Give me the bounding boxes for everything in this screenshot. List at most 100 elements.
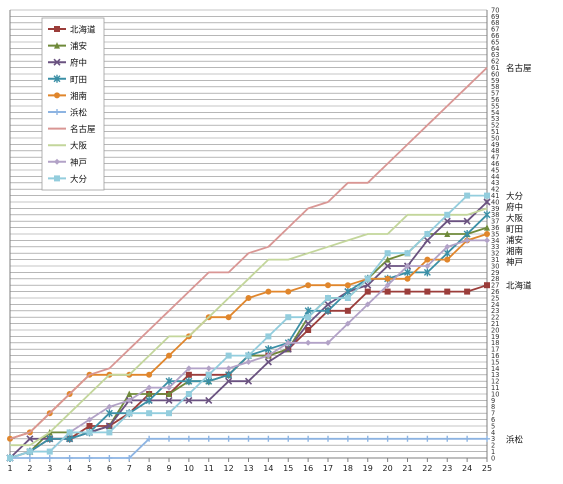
x-tick-label: 4 [67, 464, 72, 473]
data-point [146, 435, 153, 442]
x-tick-label: 3 [47, 464, 52, 473]
data-point [265, 352, 272, 359]
series-10 [7, 192, 490, 461]
x-tick-label: 21 [402, 464, 412, 473]
data-point [265, 435, 272, 442]
y-tick-label: 2 [491, 442, 495, 450]
data-point [325, 435, 331, 442]
data-point [305, 282, 312, 289]
data-point [105, 422, 113, 430]
y-tick-label: 37 [491, 218, 499, 226]
data-point [424, 435, 431, 442]
data-point [66, 434, 74, 443]
data-point [26, 455, 33, 461]
x-tick-label: 13 [243, 464, 253, 473]
data-point [126, 397, 133, 404]
y-tick-label: 6 [491, 416, 495, 424]
y-tick-label: 20 [491, 326, 499, 334]
data-point [126, 455, 133, 461]
end-label: 神戸 [506, 257, 523, 268]
x-tick-label: 22 [422, 464, 432, 473]
data-point [265, 333, 272, 340]
y-tick-label: 39 [491, 205, 499, 213]
x-tick-label: 7 [127, 464, 132, 473]
legend-swatch-marker [54, 92, 60, 99]
y-tick-label: 4 [491, 429, 495, 437]
y-tick-label: 62 [491, 58, 499, 66]
data-point [185, 435, 192, 442]
data-point [284, 345, 292, 353]
data-point [245, 352, 252, 359]
y-tick-label: 17 [491, 346, 499, 354]
data-point [46, 434, 54, 443]
data-point [464, 435, 471, 442]
y-tick-label: 67 [491, 26, 499, 34]
legend-label: 大阪 [70, 141, 88, 152]
data-point [404, 268, 411, 277]
data-point [404, 275, 411, 282]
x-tick-label: 5 [87, 464, 92, 473]
data-point [404, 435, 411, 442]
legend-swatch-marker [54, 175, 60, 182]
y-tick-label: 69 [491, 13, 499, 21]
data-point [484, 231, 490, 237]
y-tick-label: 3 [491, 435, 495, 443]
legend-label: 浦安 [70, 41, 87, 52]
data-point [146, 410, 153, 417]
y-tick-label: 26 [491, 288, 499, 296]
data-point [126, 390, 133, 397]
data-point [205, 365, 212, 372]
y-tick-label: 43 [491, 179, 499, 187]
data-point [205, 371, 212, 378]
data-point [344, 307, 351, 314]
data-point [444, 230, 451, 237]
data-point [304, 320, 312, 328]
end-label: 北海道 [506, 281, 532, 292]
data-point [443, 217, 451, 225]
data-point [185, 377, 193, 386]
y-tick-label: 25 [491, 294, 499, 302]
data-point [245, 295, 252, 301]
data-point [265, 288, 272, 295]
y-tick-label: 9 [491, 397, 495, 405]
x-tick-label: 10 [184, 464, 194, 473]
y-tick-label: 60 [491, 70, 499, 78]
data-point [424, 263, 431, 269]
y-tick-label: 45 [491, 166, 499, 174]
data-point [285, 288, 292, 295]
data-point [364, 288, 371, 295]
x-tick-labels: 1 2 3 4 5 6 7 8 9 10 11 12 13 14 15 16 17 18 19 20 21 22 23 24 2… [7, 464, 492, 473]
legend-label: 町田 [70, 75, 87, 85]
data-point [86, 429, 93, 436]
data-point [86, 416, 93, 423]
y-tick-label: 28 [491, 275, 499, 283]
data-point [264, 345, 272, 354]
data-point [185, 365, 192, 372]
data-point [484, 237, 490, 244]
y-tick-label: 57 [491, 90, 499, 98]
data-point [185, 391, 192, 397]
x-tick-label: 6 [107, 464, 112, 473]
data-point [225, 314, 232, 321]
data-point [305, 314, 312, 321]
data-point [225, 370, 233, 379]
y-tick-label: 11 [491, 384, 499, 392]
data-point [483, 210, 491, 219]
data-point [384, 288, 391, 295]
x-tick-label: 16 [303, 464, 313, 473]
y-tick-label: 59 [491, 77, 499, 85]
data-point [305, 435, 312, 442]
legend-label: 府中 [70, 58, 87, 69]
x-tick-label: 11 [204, 464, 214, 473]
y-tick-label: 56 [491, 96, 499, 104]
x-tick-label: 20 [383, 464, 393, 473]
legend-swatch-marker [53, 74, 61, 83]
end-label: 浦安 [506, 235, 523, 246]
x-tick-label: 2 [27, 464, 32, 473]
data-point [464, 192, 471, 199]
x-tick-label: 15 [283, 464, 293, 473]
y-tick-label: 32 [491, 250, 499, 258]
legend-swatch-marker [54, 158, 60, 165]
